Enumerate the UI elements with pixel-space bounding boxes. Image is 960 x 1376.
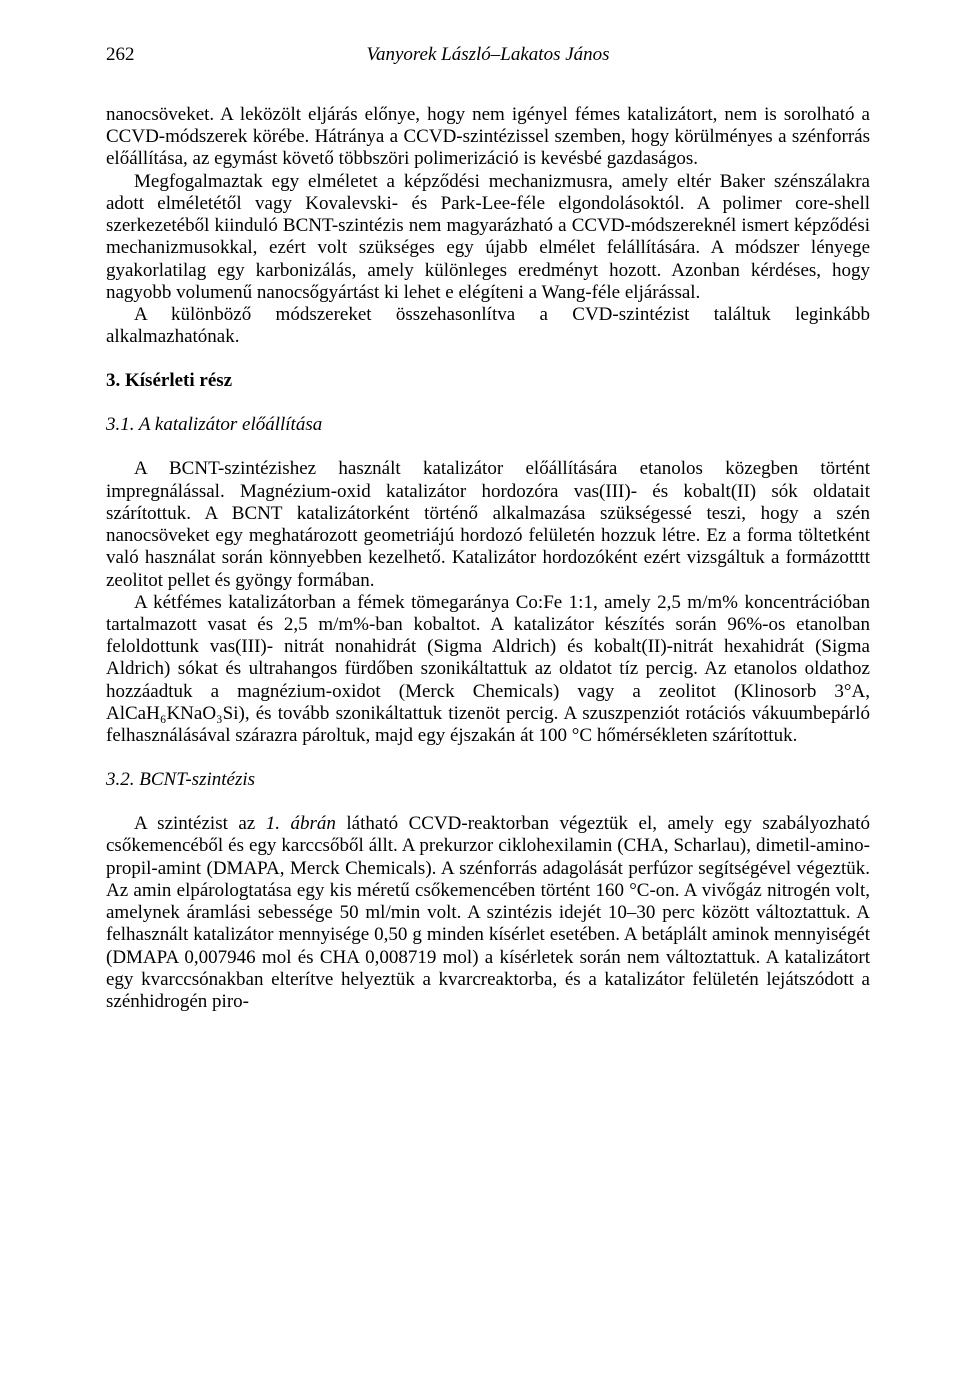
page-number: 262 xyxy=(106,44,135,66)
body-paragraph: A különböző módszereket összehasonlítva … xyxy=(106,304,870,348)
body-paragraph: A szintézist az 1. ábrán látható CCVD-re… xyxy=(106,813,870,1013)
subsection-title: 3.2. BCNT-szintézis xyxy=(106,769,870,791)
body-paragraph: nanocsöveket. A leközölt eljárás előnye,… xyxy=(106,104,870,171)
running-head: Vanyorek László–Lakatos János xyxy=(135,44,842,66)
body-paragraph: Megfogalmaztak egy elméletet a képződési… xyxy=(106,171,870,304)
text-run: látható CCVD-reaktorban végeztük el, ame… xyxy=(106,813,870,1012)
page-header: 262 Vanyorek László–Lakatos János 262 xyxy=(106,44,870,66)
subsection-title: 3.1. A katalizátor előállítása xyxy=(106,414,870,436)
page: 262 Vanyorek László–Lakatos János 262 na… xyxy=(0,0,960,1376)
body-paragraph: A kétfémes katalizátorban a fémek tömega… xyxy=(106,592,870,748)
text-run: A szintézist az xyxy=(134,813,266,834)
section-title: 3. Kísérleti rész xyxy=(106,370,870,392)
figure-reference: 1. ábrán xyxy=(266,813,336,834)
body-paragraph: A BCNT-szintézishez használt katalizátor… xyxy=(106,458,870,591)
